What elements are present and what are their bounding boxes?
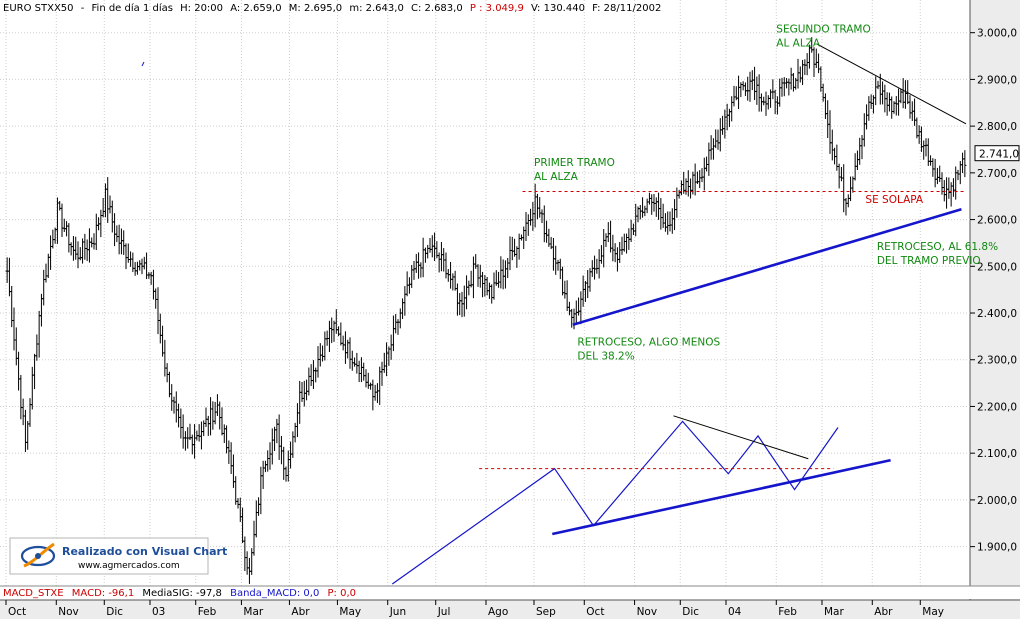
header-high: M: 2.695,0 [289,3,342,14]
date-tick-label: Sep [536,606,556,618]
header-close: C: 2.683,0 [411,3,463,14]
annotation-line: AL ALZA [776,38,821,50]
ohlc-series [5,37,967,584]
date-tick-label: Feb [778,606,797,618]
last-value-box [974,145,1020,162]
last-value-marker: 2.741,0 [974,145,1020,162]
date-tick-label: Dic [106,606,123,618]
annotation-line: DEL TRAMO PREVIO [877,255,981,267]
header-date: F: 28/11/2002 [592,3,661,14]
date-tick-label: May [922,606,944,618]
date-tick-label: Jul [437,606,451,618]
header-open: A: 2.659,0 [230,3,281,14]
visual-chart-logo-icon [20,542,56,568]
date-tick-label: May [339,606,361,618]
annotation-segundo-tramo: SEGUNDO TRAMO AL ALZA [776,24,870,50]
annotation-line: AL ALZA [534,171,579,183]
macd-p: P: 0,0 [328,588,356,599]
logo-title: Realizado con Visual Chart [62,545,227,558]
price-tick-label: 2.600,0 [977,215,1017,227]
date-tick-label: 03 [152,606,165,618]
annotations: PRIMER TRAMO AL ALZA SEGUNDO TRAMO AL ALZA R… [534,24,998,363]
annotation-line: DEL 38.2% [577,351,634,363]
logo-url: www.agmercados.com [78,561,180,571]
price-axis-background [970,0,1020,600]
price-tick-label: 1.900,0 [977,542,1017,554]
price-tick-label: 2.200,0 [977,401,1017,413]
logo: Realizado con Visual Chart www.agmercado… [9,537,227,575]
annotation-line: RETROCESO, AL 61.8% [877,241,998,253]
annotation-line: RETROCESO, ALGO MENOS [577,337,720,349]
date-tick-label: Oct [586,606,604,618]
macd-name: MACD_STXE [3,588,64,599]
price-tick-label: 2.700,0 [977,168,1017,180]
header-hour: H: 20:00 [180,3,223,14]
price-tick-label: 2.300,0 [977,355,1017,367]
trendlines [522,43,967,326]
trendline-support [572,208,962,326]
annotation-primer-tramo: PRIMER TRAMO AL ALZA [534,157,615,183]
date-tick-label: Feb [198,606,217,618]
header-low: m: 2.643,0 [349,3,403,14]
date-tick-label: Jun [389,606,406,618]
schematic-zigzag [391,420,839,585]
date-tick-label: Mar [824,606,844,618]
header-p: P : 3.049,9 [470,3,524,14]
trendline-resistance [817,43,967,125]
logo-frame [9,537,209,575]
stray-mark [141,61,145,67]
annotation-retroceso-618: RETROCESO, AL 61.8% DEL TRAMO PREVIO [877,241,998,267]
macd-signal: MediaSIG: -97,8 [142,588,222,599]
header-symbol: EURO STXX50 [3,3,74,14]
price-axis-ticks: 3.000,0 2.900,0 2.800,0 2.700,0 2.600,0 2.500… [970,28,1017,554]
price-tick-label: 2.100,0 [977,448,1017,460]
header-bar: EURO STXX50 - Fin de día 1 días H: 20:00… [3,2,661,14]
date-axis-ticks: Oct Nov Dic 03 Feb Mar Abr May Jun Jul Ago Sep Oct No… [5,600,944,618]
price-tick-label: 3.000,0 [977,28,1017,40]
header-volume: V: 130.440 [531,3,585,14]
macd-panel [0,586,1020,599]
annotation-retroceso-382: RETROCESO, ALGO MENOS DEL 38.2% [577,337,720,363]
price-tick-label: 2.800,0 [977,121,1017,133]
price-tick-label: 2.500,0 [977,261,1017,273]
date-tick-label: Nov [637,606,658,618]
date-tick-label: Abr [874,606,893,618]
schematic-support [552,458,891,536]
header-period: Fin de día 1 días [92,2,173,14]
date-tick-label: Ago [488,606,508,618]
annotation-line: PRIMER TRAMO [534,157,615,169]
date-tick-label: 04 [728,606,742,618]
price-tick-label: 2.000,0 [977,495,1017,507]
date-axis-background [0,600,1020,619]
date-tick-label: Abr [291,606,310,618]
date-tick-label: Mar [243,606,263,618]
macd-value: MACD: -96,1 [72,588,134,599]
annotation-line: SE SOLAPA [865,194,924,206]
annotation-line: SEGUNDO TRAMO [776,24,870,36]
price-tick-label: 2.900,0 [977,74,1017,86]
macd-band: Banda_MACD: 0,0 [230,588,319,599]
last-value-label: 2.741,0 [979,149,1019,161]
date-tick-label: Oct [8,606,26,618]
date-tick-label: Dic [682,606,699,618]
price-tick-label: 2.400,0 [977,308,1017,320]
macd-legend: MACD_STXE MACD: -96,1 MediaSIG: -97,8 Ba… [3,588,356,599]
schematic-pattern [391,415,891,585]
annotation-se-solapa: SE SOLAPA [865,194,924,206]
date-tick-label: Nov [58,606,79,618]
schematic-resistance [673,415,809,460]
